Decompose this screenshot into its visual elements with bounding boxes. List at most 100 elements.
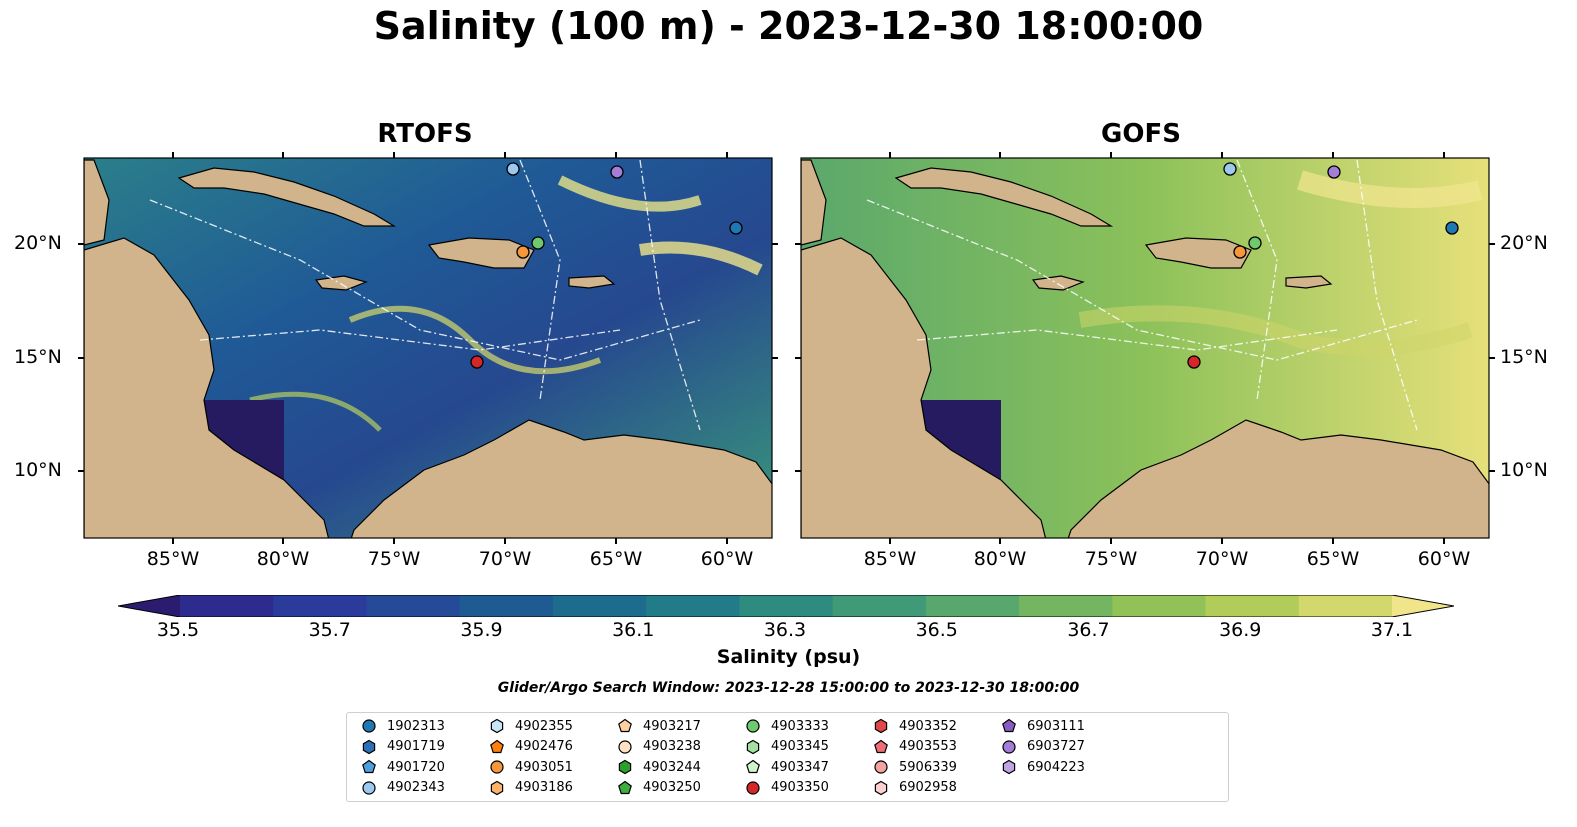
panel-title-rtofs: RTOFS xyxy=(377,119,473,149)
legend-label: 4903186 xyxy=(515,780,573,795)
lon-label-right-85: 85°W xyxy=(863,548,917,570)
legend-item: 4903051 xyxy=(489,757,573,777)
legend-label: 4903333 xyxy=(771,718,829,734)
legend-item: 6904223 xyxy=(1001,757,1085,777)
legend-label: 4901719 xyxy=(387,739,445,754)
colorbar-tick-label: 36.5 xyxy=(915,619,958,641)
circle-marker-icon xyxy=(746,719,760,733)
lon-label-left-75: 75°W xyxy=(367,548,421,570)
legend-item: 4903553 xyxy=(873,737,957,757)
colorbar-extend-low xyxy=(118,595,180,617)
legend-item: 4903352 xyxy=(873,716,957,736)
lat-label-left-20: 20°N xyxy=(14,232,62,254)
lat-label-right-10: 10°N xyxy=(1500,459,1548,481)
figure-title: Salinity (100 m) - 2023-12-30 18:00:00 xyxy=(373,4,1204,48)
gofs-map xyxy=(801,158,1489,538)
rtofs-map xyxy=(84,158,772,538)
colorbar-segment xyxy=(925,595,1020,617)
legend-label: 4903553 xyxy=(899,739,957,754)
legend-label: 4903217 xyxy=(643,718,701,734)
hexagon-marker-icon xyxy=(490,780,504,795)
hexagon-marker-icon xyxy=(1002,759,1016,775)
hexagon-marker-icon xyxy=(874,718,888,734)
circle-marker-icon xyxy=(490,760,504,774)
lon-label-left-65: 65°W xyxy=(589,548,643,570)
colorbar-segment xyxy=(180,595,274,617)
pentagon-marker-icon xyxy=(362,759,376,774)
lon-label-right-60: 60°W xyxy=(1417,548,1471,570)
lat-label-right-15: 15°N xyxy=(1500,346,1548,368)
legend-label: 4902476 xyxy=(515,739,573,754)
pentagon-marker-icon xyxy=(746,759,760,774)
lon-label-right-75: 75°W xyxy=(1084,548,1138,570)
colorbar-label: Salinity (psu) xyxy=(716,646,861,668)
legend-label: 4903345 xyxy=(771,739,829,754)
circle-marker-icon xyxy=(874,760,888,774)
legend-item: 6903727 xyxy=(1001,737,1085,757)
colorbar-tick-label: 36.7 xyxy=(1067,619,1110,641)
legend-item: 6902958 xyxy=(873,778,957,798)
legend-label: 4902355 xyxy=(515,718,573,734)
legend-label: 6902958 xyxy=(899,780,957,795)
circle-marker-icon xyxy=(362,719,376,733)
legend-label: 4901720 xyxy=(387,759,445,775)
lon-label-right-70: 70°W xyxy=(1195,548,1249,570)
colorbar-segment xyxy=(459,595,554,617)
colorbar-segment xyxy=(646,595,740,617)
circle-marker-icon xyxy=(362,780,376,795)
hexagon-marker-icon xyxy=(618,759,632,775)
legend-item: 4903345 xyxy=(745,737,829,757)
colorbar-extend-high xyxy=(1392,595,1454,617)
legend-label: 4903051 xyxy=(515,759,573,775)
hexagon-marker-icon xyxy=(746,739,760,754)
legend-label: 5906339 xyxy=(899,759,957,775)
legend-item: 4903186 xyxy=(489,778,573,798)
pentagon-marker-icon xyxy=(618,780,632,794)
colorbar-segment xyxy=(1298,595,1393,617)
legend-item: 4903333 xyxy=(745,716,829,736)
legend-item: 4903244 xyxy=(617,757,701,777)
lon-label-left-85: 85°W xyxy=(146,548,200,570)
legend-label: 1902313 xyxy=(387,718,445,734)
panel-title-gofs: GOFS xyxy=(1101,119,1181,149)
legend-label: 4903250 xyxy=(643,780,701,795)
circle-marker-icon xyxy=(618,739,632,754)
legend: 1902313 4901719 4901720 4902343 4902355 49024… xyxy=(346,712,1229,802)
legend-item: 4901720 xyxy=(361,757,445,777)
pentagon-marker-icon xyxy=(1002,718,1016,733)
legend-label: 4903350 xyxy=(771,780,829,795)
colorbar-tick-label: 35.5 xyxy=(156,619,200,641)
colorbar-segment xyxy=(739,595,834,617)
legend-label: 4902343 xyxy=(387,780,445,795)
legend-item: 6903111 xyxy=(1001,716,1085,736)
legend-item: 4903347 xyxy=(745,757,829,777)
colorbar-segment xyxy=(1112,595,1207,617)
hexagon-marker-icon xyxy=(490,718,504,734)
circle-marker-icon xyxy=(746,780,760,795)
search-window-text: Glider/Argo Search Window: 2023-12-28 15… xyxy=(497,680,1080,696)
colorbar-tick-label: 36.3 xyxy=(763,619,807,641)
map-panels xyxy=(78,152,1495,544)
legend-label: 4903238 xyxy=(643,739,701,754)
legend-item: 4902355 xyxy=(489,716,573,736)
colorbar-segment xyxy=(1205,595,1300,617)
pentagon-marker-icon xyxy=(618,718,632,733)
legend-label: 6903111 xyxy=(1027,718,1085,734)
colorbar-segment xyxy=(273,595,367,617)
lat-label-left-10: 10°N xyxy=(14,459,62,481)
lon-label-left-70: 70°W xyxy=(478,548,532,570)
hexagon-marker-icon xyxy=(362,739,376,754)
colorbar-segment xyxy=(832,595,927,617)
legend-item: 1902313 xyxy=(361,716,445,736)
colorbar xyxy=(118,595,1454,617)
colorbar-segment xyxy=(366,595,461,617)
legend-item: 4903250 xyxy=(617,778,701,798)
colorbar-tick-label: 37.1 xyxy=(1370,619,1414,641)
circle-marker-icon xyxy=(1002,739,1016,754)
colorbar-tick-label: 35.7 xyxy=(308,619,351,641)
colorbar-tick-label: 35.9 xyxy=(460,619,503,641)
legend-item: 4902476 xyxy=(489,737,573,757)
legend-label: 4903347 xyxy=(771,759,829,775)
lon-label-right-80: 80°W xyxy=(973,548,1027,570)
colorbar-segment xyxy=(1019,595,1113,617)
